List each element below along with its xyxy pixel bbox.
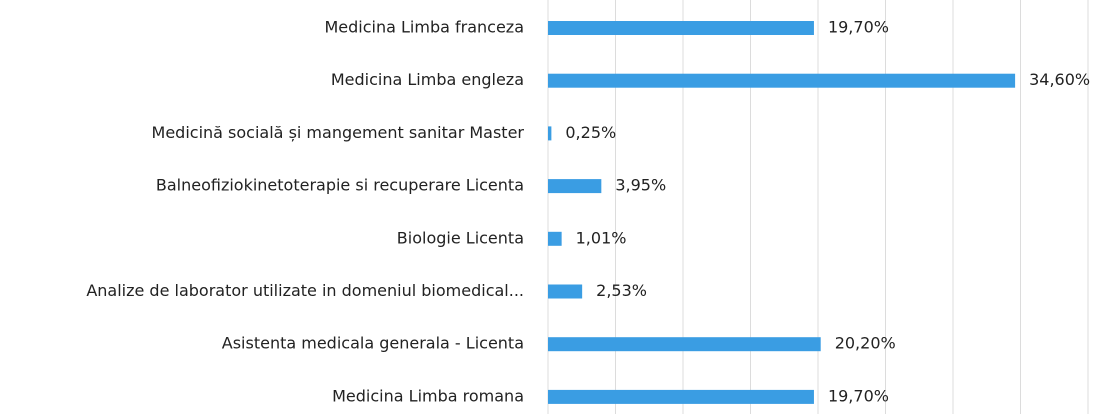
data-label: 3,95% bbox=[615, 176, 666, 195]
bar bbox=[548, 126, 552, 141]
bar bbox=[548, 231, 562, 246]
data-label: 2,53% bbox=[596, 281, 647, 300]
y-tick-label: Balneofiziokinetoterapie si recuperare L… bbox=[156, 176, 524, 195]
data-label: 19,70% bbox=[828, 18, 889, 37]
data-label: 34,60% bbox=[1029, 70, 1090, 89]
data-label: 1,01% bbox=[576, 228, 627, 247]
y-tick-label: Asistenta medicala generala - Licenta bbox=[222, 334, 524, 353]
y-tick-label: Analize de laborator utilizate in domeni… bbox=[86, 281, 524, 300]
y-tick-label: Medicina Limba engleza bbox=[331, 70, 524, 89]
bar bbox=[548, 284, 583, 299]
bar bbox=[548, 337, 821, 352]
bar bbox=[548, 21, 814, 35]
bar bbox=[548, 179, 602, 194]
y-tick-label: Medicină socială și mangement sanitar Ma… bbox=[152, 123, 525, 142]
data-label: 20,20% bbox=[835, 334, 896, 353]
bar bbox=[548, 73, 1016, 88]
y-tick-label: Biologie Licenta bbox=[397, 228, 524, 247]
y-tick-label: Medicina Limba romana bbox=[332, 386, 524, 405]
y-tick-label: Medicina Limba franceza bbox=[324, 18, 524, 37]
data-label: 19,70% bbox=[828, 386, 889, 405]
data-label: 0,25% bbox=[565, 123, 616, 142]
bar bbox=[548, 389, 814, 404]
